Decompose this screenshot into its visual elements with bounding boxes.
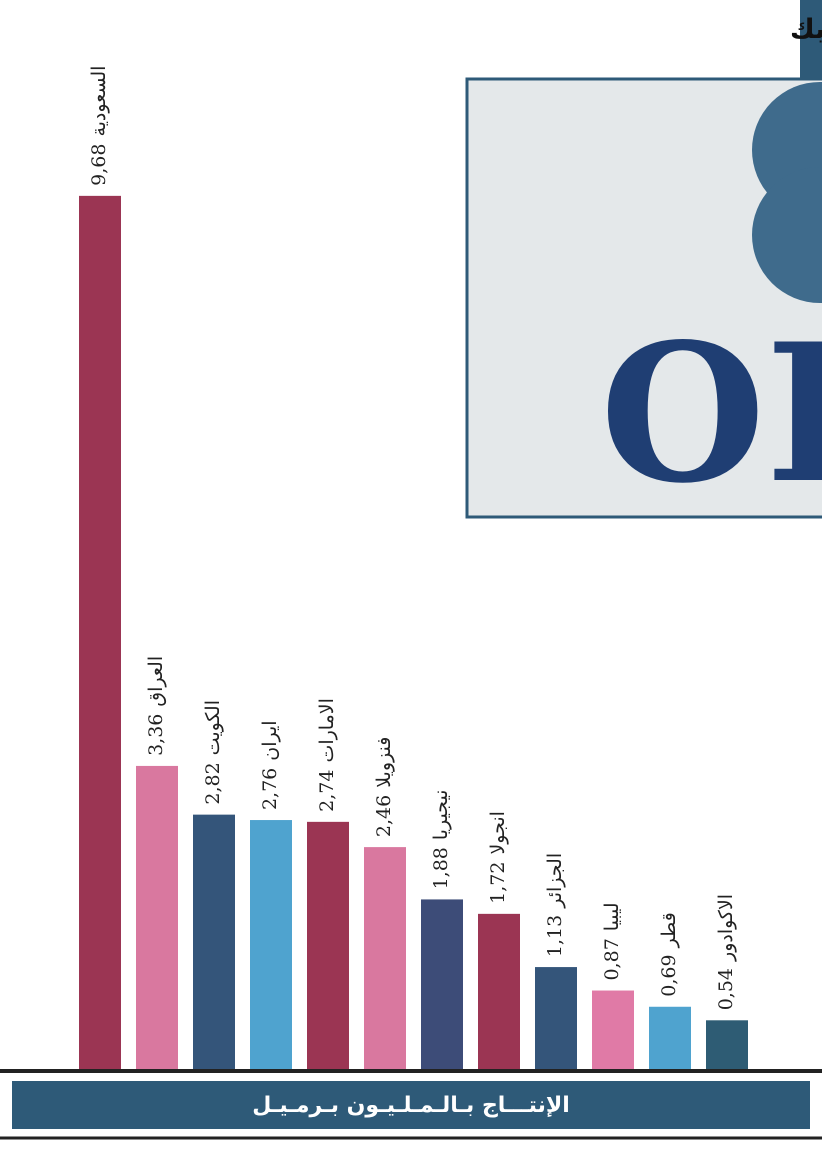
category-label: قطر: [658, 912, 680, 948]
category-label: الاكوادور: [715, 894, 737, 962]
category-label: ايران: [259, 720, 281, 760]
bar-label: 1,13 الجزائر: [544, 853, 566, 957]
bar: [535, 967, 577, 1069]
logo-image: OP: [467, 79, 822, 525]
bar-label: 9,68 السعودية: [88, 66, 110, 186]
bar-label: 3,36 العراق: [145, 656, 167, 756]
category-label: الكويت: [202, 700, 224, 755]
bar-label: 2,46 فنزويلا: [373, 737, 395, 837]
value-label: 1,88: [430, 847, 452, 889]
value-label: 9,68: [88, 144, 110, 186]
bar-label: 1,72 انجولا: [487, 811, 509, 904]
bar: [706, 1020, 748, 1069]
value-label: 0,87: [601, 938, 623, 980]
value-label: 2,46: [373, 795, 395, 837]
page-body: الحصص اليومية لأعضاء أوبك OP الإنتـــاج …: [0, 0, 822, 1169]
category-label: الجزائر: [544, 853, 566, 909]
category-label: الامارات: [316, 698, 338, 762]
bar: [307, 822, 349, 1069]
bar: [649, 1007, 691, 1069]
category-label: نيجيريا: [430, 790, 452, 841]
footer-text: الإنتـــاج بـالـمـلـيـون بـرمـيـل: [252, 1093, 570, 1118]
bar: [193, 815, 235, 1069]
bar-label: 2,76 ايران: [259, 720, 281, 810]
bar: [79, 196, 121, 1069]
bar: [478, 914, 520, 1069]
category-label: ليبيا: [601, 902, 623, 931]
bar: [136, 766, 178, 1069]
category-label: انجولا: [487, 811, 509, 854]
bar: [250, 820, 292, 1069]
bar-label: 0,69 قطر: [658, 912, 680, 996]
bar-label: 0,87 ليبيا: [601, 902, 623, 980]
value-label: 0,54: [715, 968, 737, 1010]
bar: [592, 991, 634, 1069]
category-label: السعودية: [88, 66, 110, 137]
value-label: 3,36: [145, 714, 167, 756]
value-label: 2,82: [202, 762, 224, 804]
value-label: 2,76: [259, 768, 281, 810]
category-label: العراق: [145, 656, 167, 707]
value-label: 2,74: [316, 770, 338, 812]
value-label: 0,69: [658, 954, 680, 996]
category-label: فنزويلا: [373, 737, 395, 788]
bar-label: 2,82 الكويت: [202, 700, 224, 805]
value-label: 1,13: [544, 915, 566, 957]
bar: [364, 847, 406, 1069]
bar-label: 1,88 نيجيريا: [430, 790, 452, 890]
chart: الحصص اليومية لأعضاء أوبك OP الإنتـــاج …: [0, 0, 822, 1169]
bar-label: 2,74 الامارات: [316, 698, 338, 812]
bar: [421, 899, 463, 1069]
page: {"chart_data": {"type": "bar", "title": …: [0, 0, 822, 1169]
chart-title: الحصص اليومية لأعضاء أوبك: [790, 11, 822, 45]
bar-label: 0,54 الاكوادور: [715, 894, 737, 1010]
logo-text: OP: [600, 302, 822, 525]
value-label: 1,72: [487, 862, 509, 904]
